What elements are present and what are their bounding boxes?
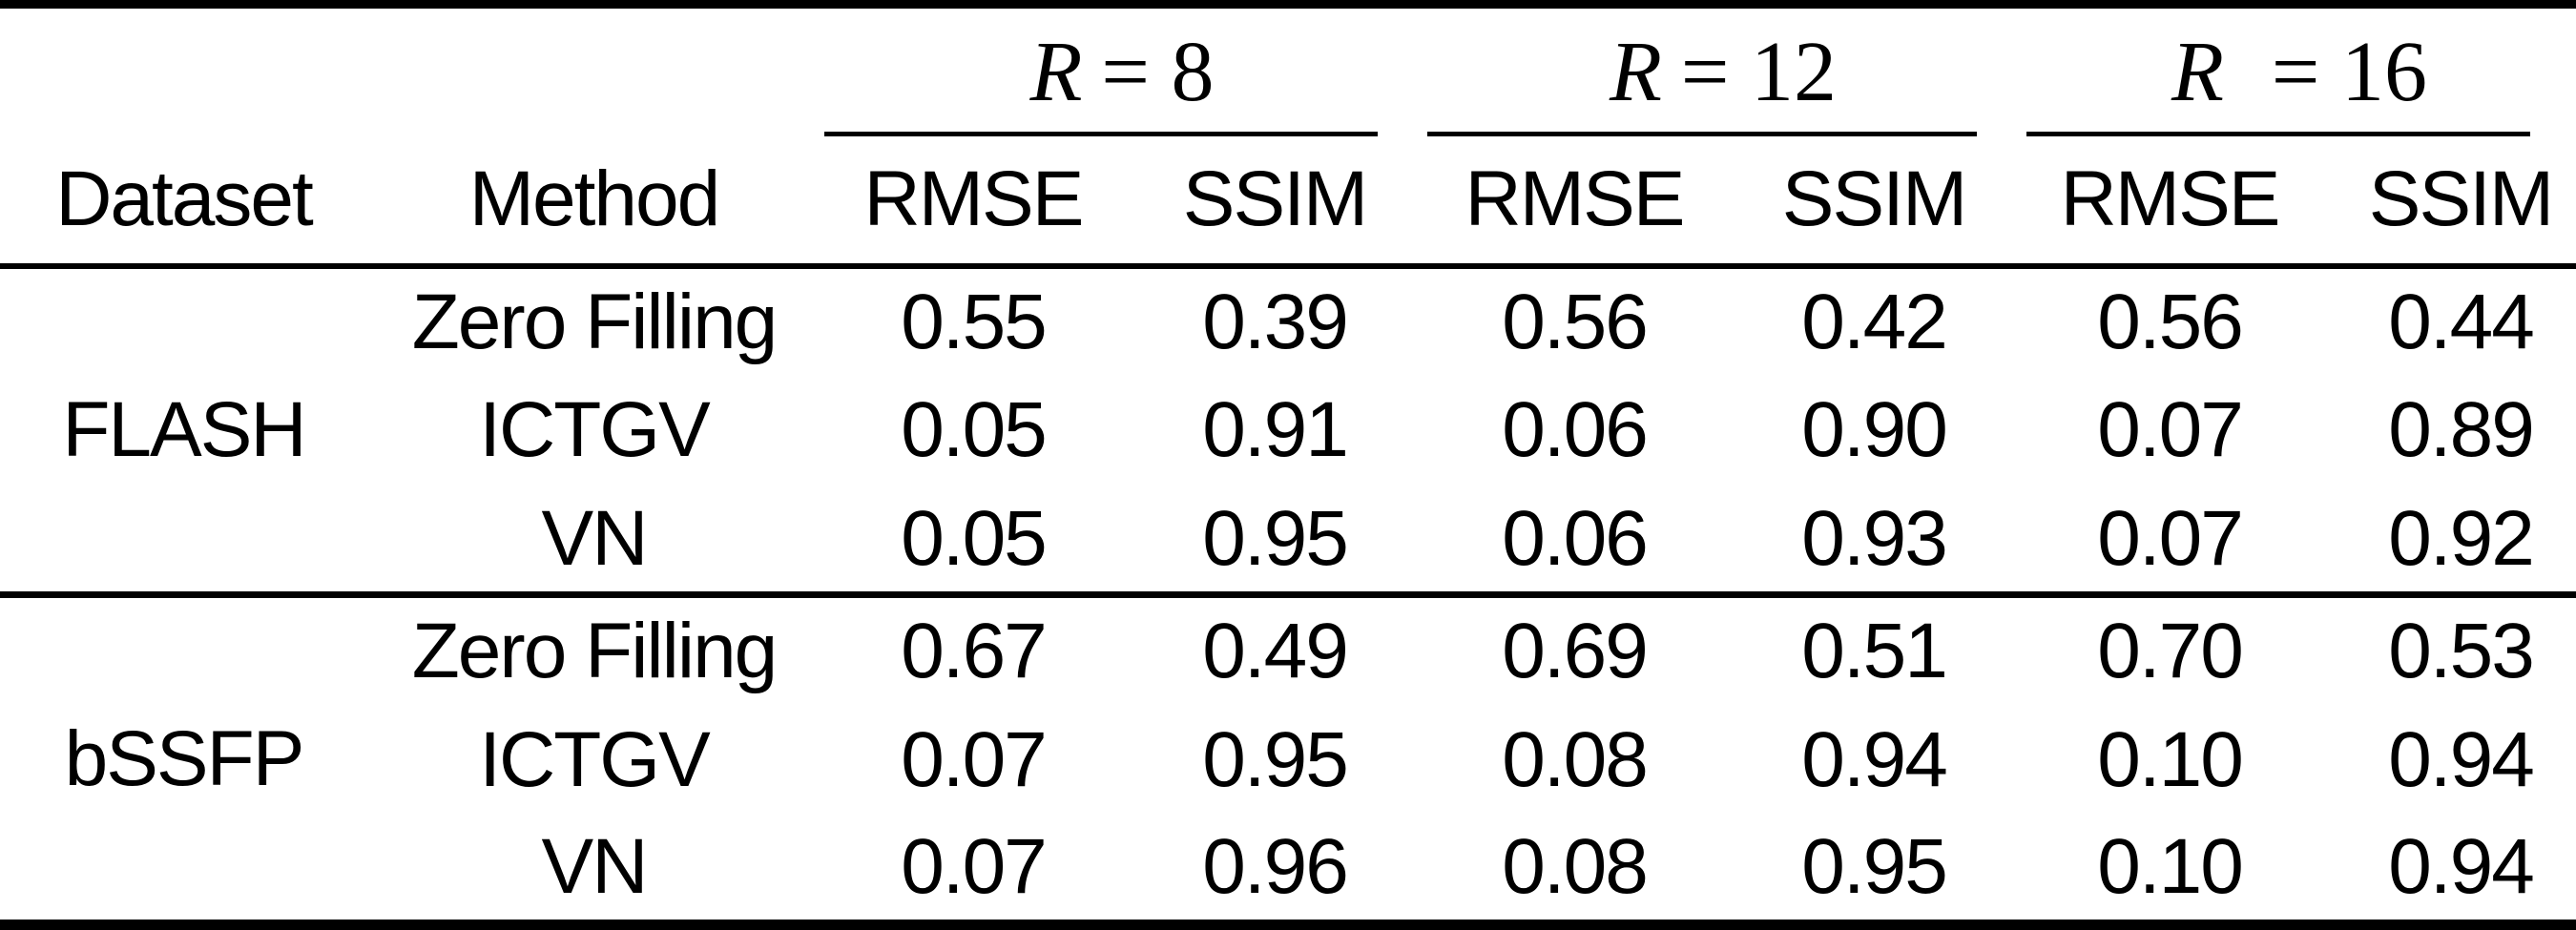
value-cell: 0.94: [2388, 715, 2535, 803]
dataset-column-header: Dataset: [55, 155, 314, 242]
value-cell: 0.90: [1801, 386, 1948, 474]
value-cell: 0.96: [1202, 823, 1349, 911]
r-symbol: R: [1029, 25, 1083, 120]
value-cell: 0.05: [901, 386, 1048, 474]
table-row-flash-vn: VN 0.05 0.95 0.06 0.93 0.07 0.92: [0, 486, 2576, 595]
value-cell: 0.42: [1801, 278, 1948, 365]
r-symbol: R: [1610, 25, 1662, 120]
col-group-r12: R = 12: [1423, 5, 2023, 136]
method-label: Zero Filling: [411, 278, 779, 365]
r12-ssim-header: SSIM: [1781, 155, 1967, 242]
value-cell: 0.07: [901, 823, 1048, 911]
value-cell: 0.56: [1502, 278, 1649, 365]
value-cell: 0.89: [2388, 386, 2535, 474]
table-body: FLASH Zero Filling 0.55 0.39 0.56 0.42 0…: [0, 266, 2576, 925]
table-row-flash-zero-filling: FLASH Zero Filling 0.55 0.39 0.56 0.42 0…: [0, 266, 2576, 473]
method-label: ICTGV: [479, 386, 711, 474]
value-cell: 0.44: [2388, 278, 2535, 365]
value-cell: 0.39: [1202, 278, 1349, 365]
value-cell: 0.08: [1502, 715, 1649, 803]
r8-rmse-header: RMSE: [863, 155, 1085, 242]
table-row-bssfp-vn: VN 0.07 0.96 0.08 0.95 0.10 0.94: [0, 815, 2576, 924]
dataset-label-flash: FLASH: [62, 385, 306, 473]
dataset-label-bssfp: bSSFP: [0, 591, 367, 925]
acceleration-group-row: R = 8 R = 12 R = 16: [0, 5, 2576, 136]
spacer-cell: [0, 5, 367, 136]
value-cell: 0.10: [2097, 823, 2244, 911]
value-cell: 0.07: [901, 715, 1048, 803]
value-cell: 0.06: [1502, 386, 1649, 474]
value-cell: 0.92: [2388, 494, 2535, 582]
value-cell: 0.06: [1502, 494, 1649, 582]
value-cell: 0.10: [2097, 715, 2244, 803]
value-cell: 0.69: [1423, 591, 1726, 706]
value-cell: 0.95: [1801, 823, 1948, 911]
value-cell: 0.67: [821, 591, 1126, 706]
value-cell: 0.94: [1801, 715, 1948, 803]
spacer-cell: [367, 5, 821, 136]
value-cell: 0.51: [1725, 591, 2024, 706]
value-cell: 0.94: [2388, 823, 2535, 911]
table-row-bssfp-zero-filling: bSSFP Zero Filling 0.67 0.49 0.69 0.51 0…: [0, 591, 2576, 925]
table-row-bssfp-ictgv: ICTGV 0.07 0.95 0.08 0.94 0.10 0.94: [0, 705, 2576, 815]
table-row-flash-ictgv: ICTGV 0.05 0.91 0.06 0.90 0.07 0.89: [0, 376, 2576, 486]
value-cell: 0.55: [901, 278, 1048, 365]
r-value: = 12: [1680, 25, 1838, 120]
r16-group-label: R = 16: [2171, 25, 2427, 119]
value-cell: 0.05: [901, 494, 1048, 582]
value-cell: 0.53: [2316, 591, 2576, 706]
r-symbol: R: [2171, 25, 2224, 120]
value-cell: 0.49: [1126, 591, 1424, 706]
value-cell: 0.07: [2097, 494, 2244, 582]
method-column-header: Method: [468, 155, 721, 242]
r12-group-label: R = 12: [1610, 25, 1837, 119]
col-group-r8: R = 8: [821, 5, 1423, 136]
r8-ssim-header: SSIM: [1182, 155, 1368, 242]
table-header: R = 8 R = 12 R = 16 Dataset Method RMSE SSI…: [0, 5, 2576, 266]
value-cell: 0.56: [2097, 278, 2244, 365]
method-label: VN: [541, 823, 649, 911]
value-cell: 0.91: [1202, 386, 1349, 474]
r16-rmse-header: RMSE: [2060, 155, 2281, 242]
method-label: Zero Filling: [367, 591, 821, 706]
value-cell: 0.08: [1502, 823, 1649, 911]
value-cell: 0.95: [1202, 494, 1349, 582]
value-cell: 0.70: [2023, 591, 2317, 706]
r-value: = 8: [1101, 25, 1215, 120]
r12-rmse-header: RMSE: [1465, 155, 1686, 242]
value-cell: 0.95: [1202, 715, 1349, 803]
method-label: ICTGV: [479, 715, 711, 803]
r-value: = 16: [2271, 25, 2428, 120]
col-group-r16: R = 16: [2023, 5, 2576, 136]
value-cell: 0.93: [1801, 494, 1948, 582]
value-cell: 0.07: [2097, 386, 2244, 474]
column-header-row: Dataset Method RMSE SSIM RMSE SSIM RMSE …: [0, 136, 2576, 266]
r16-ssim-header: SSIM: [2368, 155, 2554, 242]
method-label: VN: [541, 494, 649, 582]
r8-group-label: R = 8: [1029, 25, 1214, 119]
